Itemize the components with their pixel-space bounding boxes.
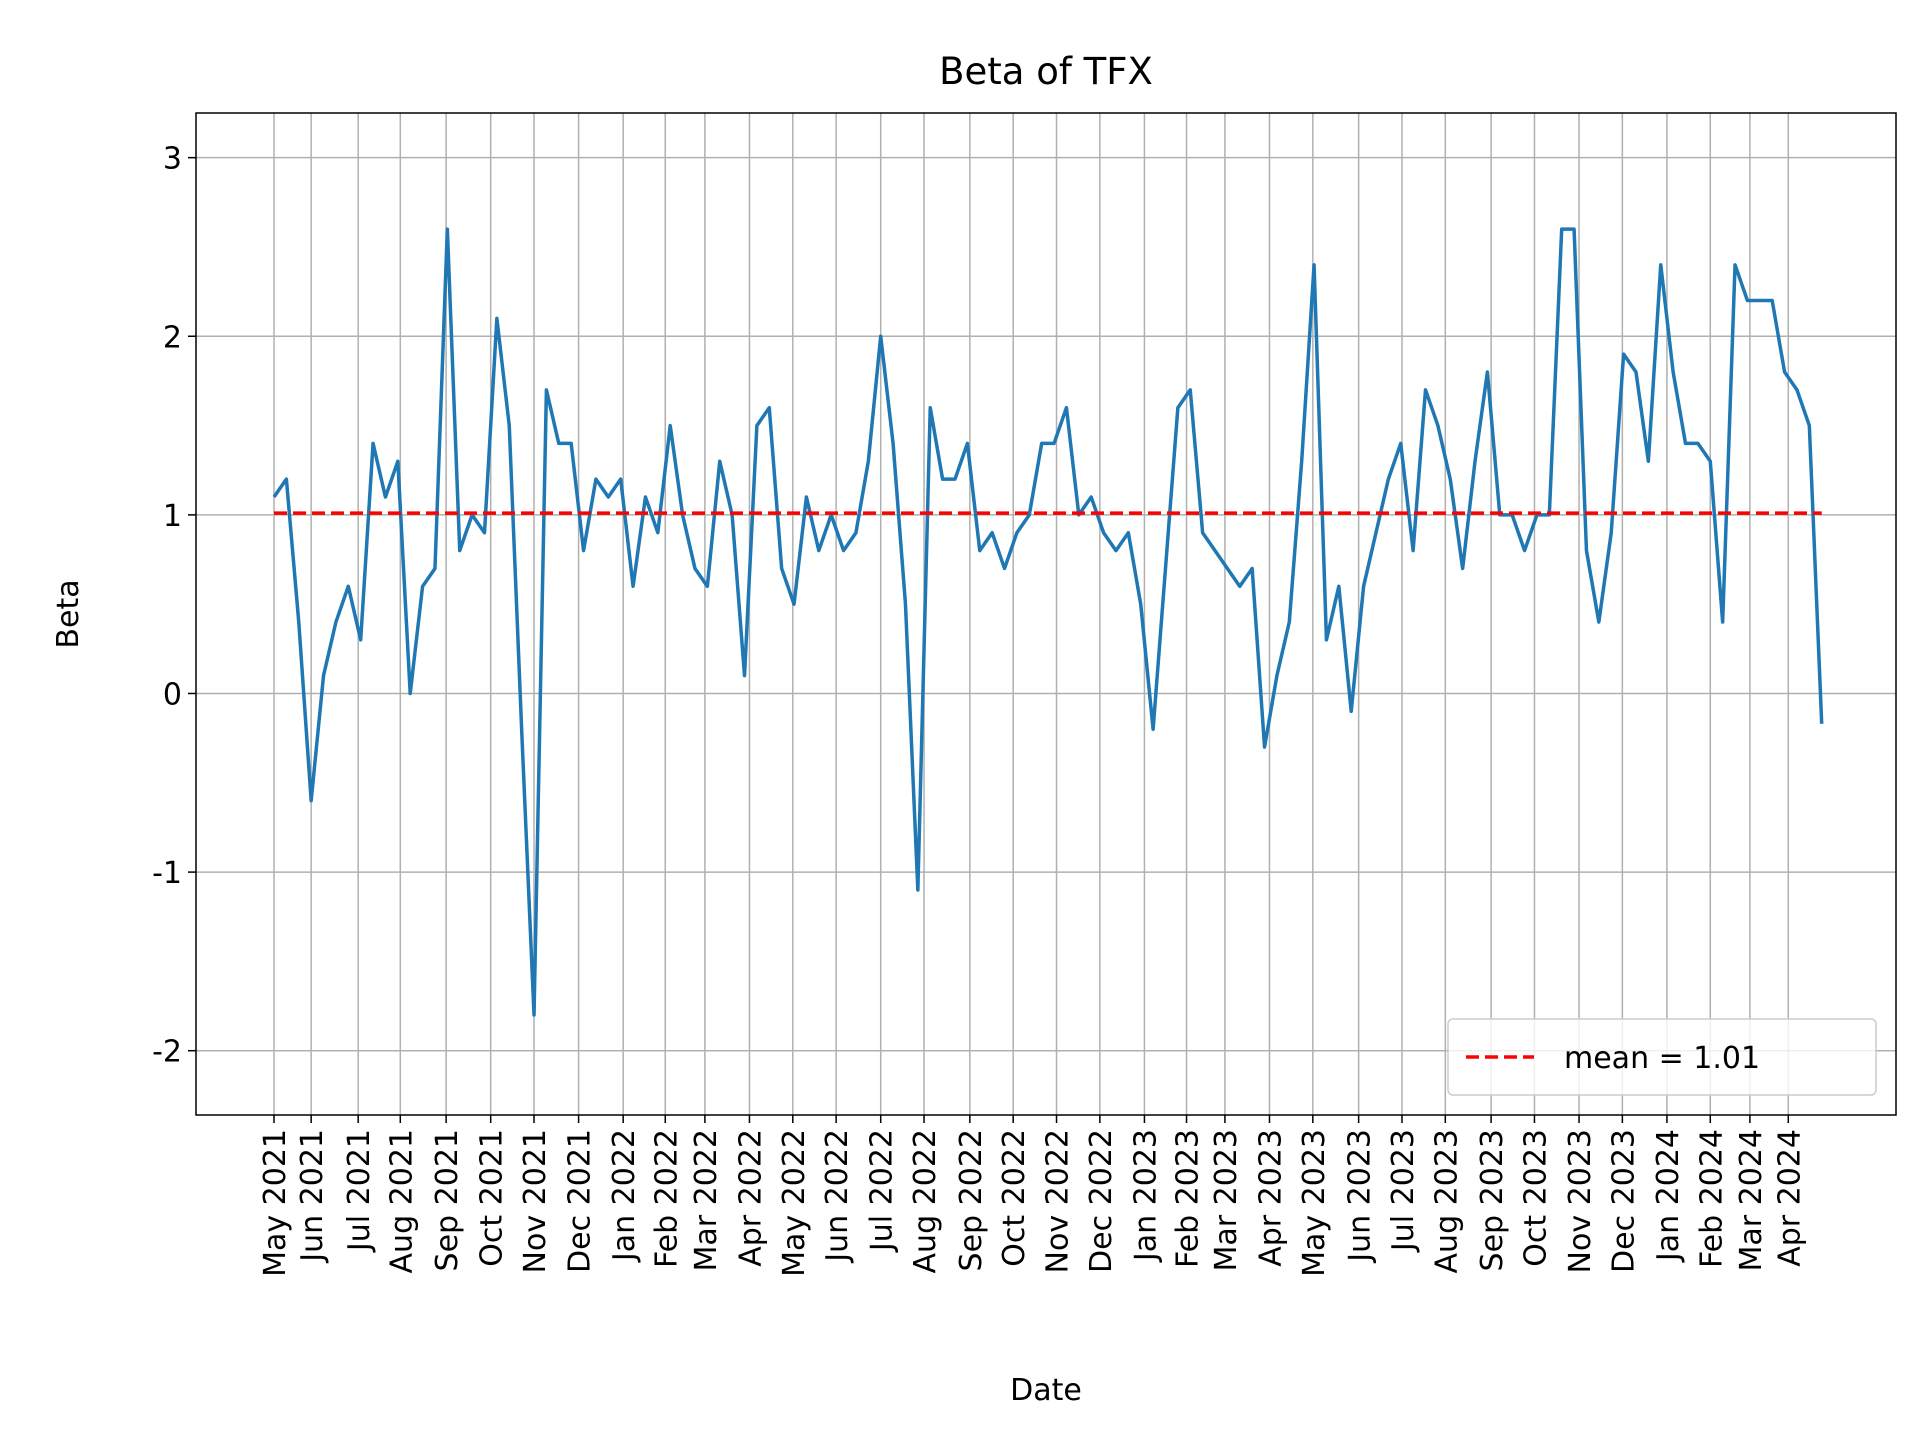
x-tick-label: Aug 2023 xyxy=(1429,1129,1464,1273)
legend-box xyxy=(1447,1018,1877,1096)
x-tick-label: May 2022 xyxy=(777,1129,812,1277)
x-tick-label: Aug 2021 xyxy=(384,1129,419,1273)
x-tick-label: Jan 2022 xyxy=(607,1129,642,1263)
x-tick-label: Jun 2021 xyxy=(295,1129,330,1264)
x-tick-label: Feb 2024 xyxy=(1694,1129,1729,1268)
x-tick-label: Aug 2022 xyxy=(908,1129,943,1273)
y-tick-label: -2 xyxy=(152,1035,182,1070)
x-tick-label: Jun 2023 xyxy=(1343,1129,1378,1264)
line-series xyxy=(272,227,1824,1017)
x-tick-label: Nov 2022 xyxy=(1041,1129,1076,1273)
x-tick-label: Dec 2021 xyxy=(563,1129,598,1273)
x-tick-label: Oct 2022 xyxy=(997,1129,1032,1267)
x-tick-label: Jan 2023 xyxy=(1128,1129,1163,1263)
x-tick-label: Mar 2022 xyxy=(689,1129,724,1272)
plot-frame xyxy=(195,112,1897,1116)
x-tick-label: Sep 2021 xyxy=(430,1129,465,1271)
x-tick-label: Jan 2024 xyxy=(1651,1129,1686,1263)
x-tick-label: Mar 2024 xyxy=(1734,1129,1769,1272)
x-tick-label: Apr 2023 xyxy=(1253,1129,1288,1267)
x-tick-label: Oct 2021 xyxy=(475,1129,510,1267)
y-tick-label: 2 xyxy=(163,320,182,355)
x-tick-label: Jul 2022 xyxy=(865,1129,900,1253)
y-tick-label: 3 xyxy=(163,142,182,177)
x-tick-label: Sep 2023 xyxy=(1475,1129,1510,1271)
x-tick-label: Mar 2023 xyxy=(1209,1129,1244,1272)
x-tick-label: Feb 2022 xyxy=(649,1129,684,1268)
x-tick-label: Jun 2022 xyxy=(820,1129,855,1264)
x-tick-label: May 2021 xyxy=(258,1129,293,1277)
x-tick-label: Dec 2022 xyxy=(1084,1129,1119,1273)
x-tick-label: Apr 2022 xyxy=(733,1129,768,1267)
x-tick-label: May 2023 xyxy=(1297,1129,1332,1277)
x-tick-label: Feb 2023 xyxy=(1171,1129,1206,1268)
chart-title: Beta of TFX xyxy=(939,50,1153,93)
y-tick-label: 1 xyxy=(163,499,182,534)
x-tick-label: Dec 2023 xyxy=(1606,1129,1641,1273)
x-tick-label: Jul 2023 xyxy=(1386,1129,1421,1253)
x-tick-label: Sep 2022 xyxy=(954,1129,989,1271)
y-tick-label: 0 xyxy=(163,677,182,712)
x-tick-label: Apr 2024 xyxy=(1772,1129,1807,1267)
x-tick-label: Nov 2021 xyxy=(518,1129,553,1273)
y-tick-label: -1 xyxy=(152,856,182,891)
x-tick-label: Nov 2023 xyxy=(1563,1129,1598,1273)
x-tick-label: Jul 2021 xyxy=(342,1129,377,1253)
x-tick-label: Oct 2023 xyxy=(1518,1129,1553,1267)
x-axis-label: Date xyxy=(1010,1373,1082,1408)
legend-label: mean = 1.01 xyxy=(1564,1041,1760,1076)
y-axis-label: Beta xyxy=(51,579,86,648)
legend: mean = 1.01 xyxy=(1447,1018,1877,1096)
